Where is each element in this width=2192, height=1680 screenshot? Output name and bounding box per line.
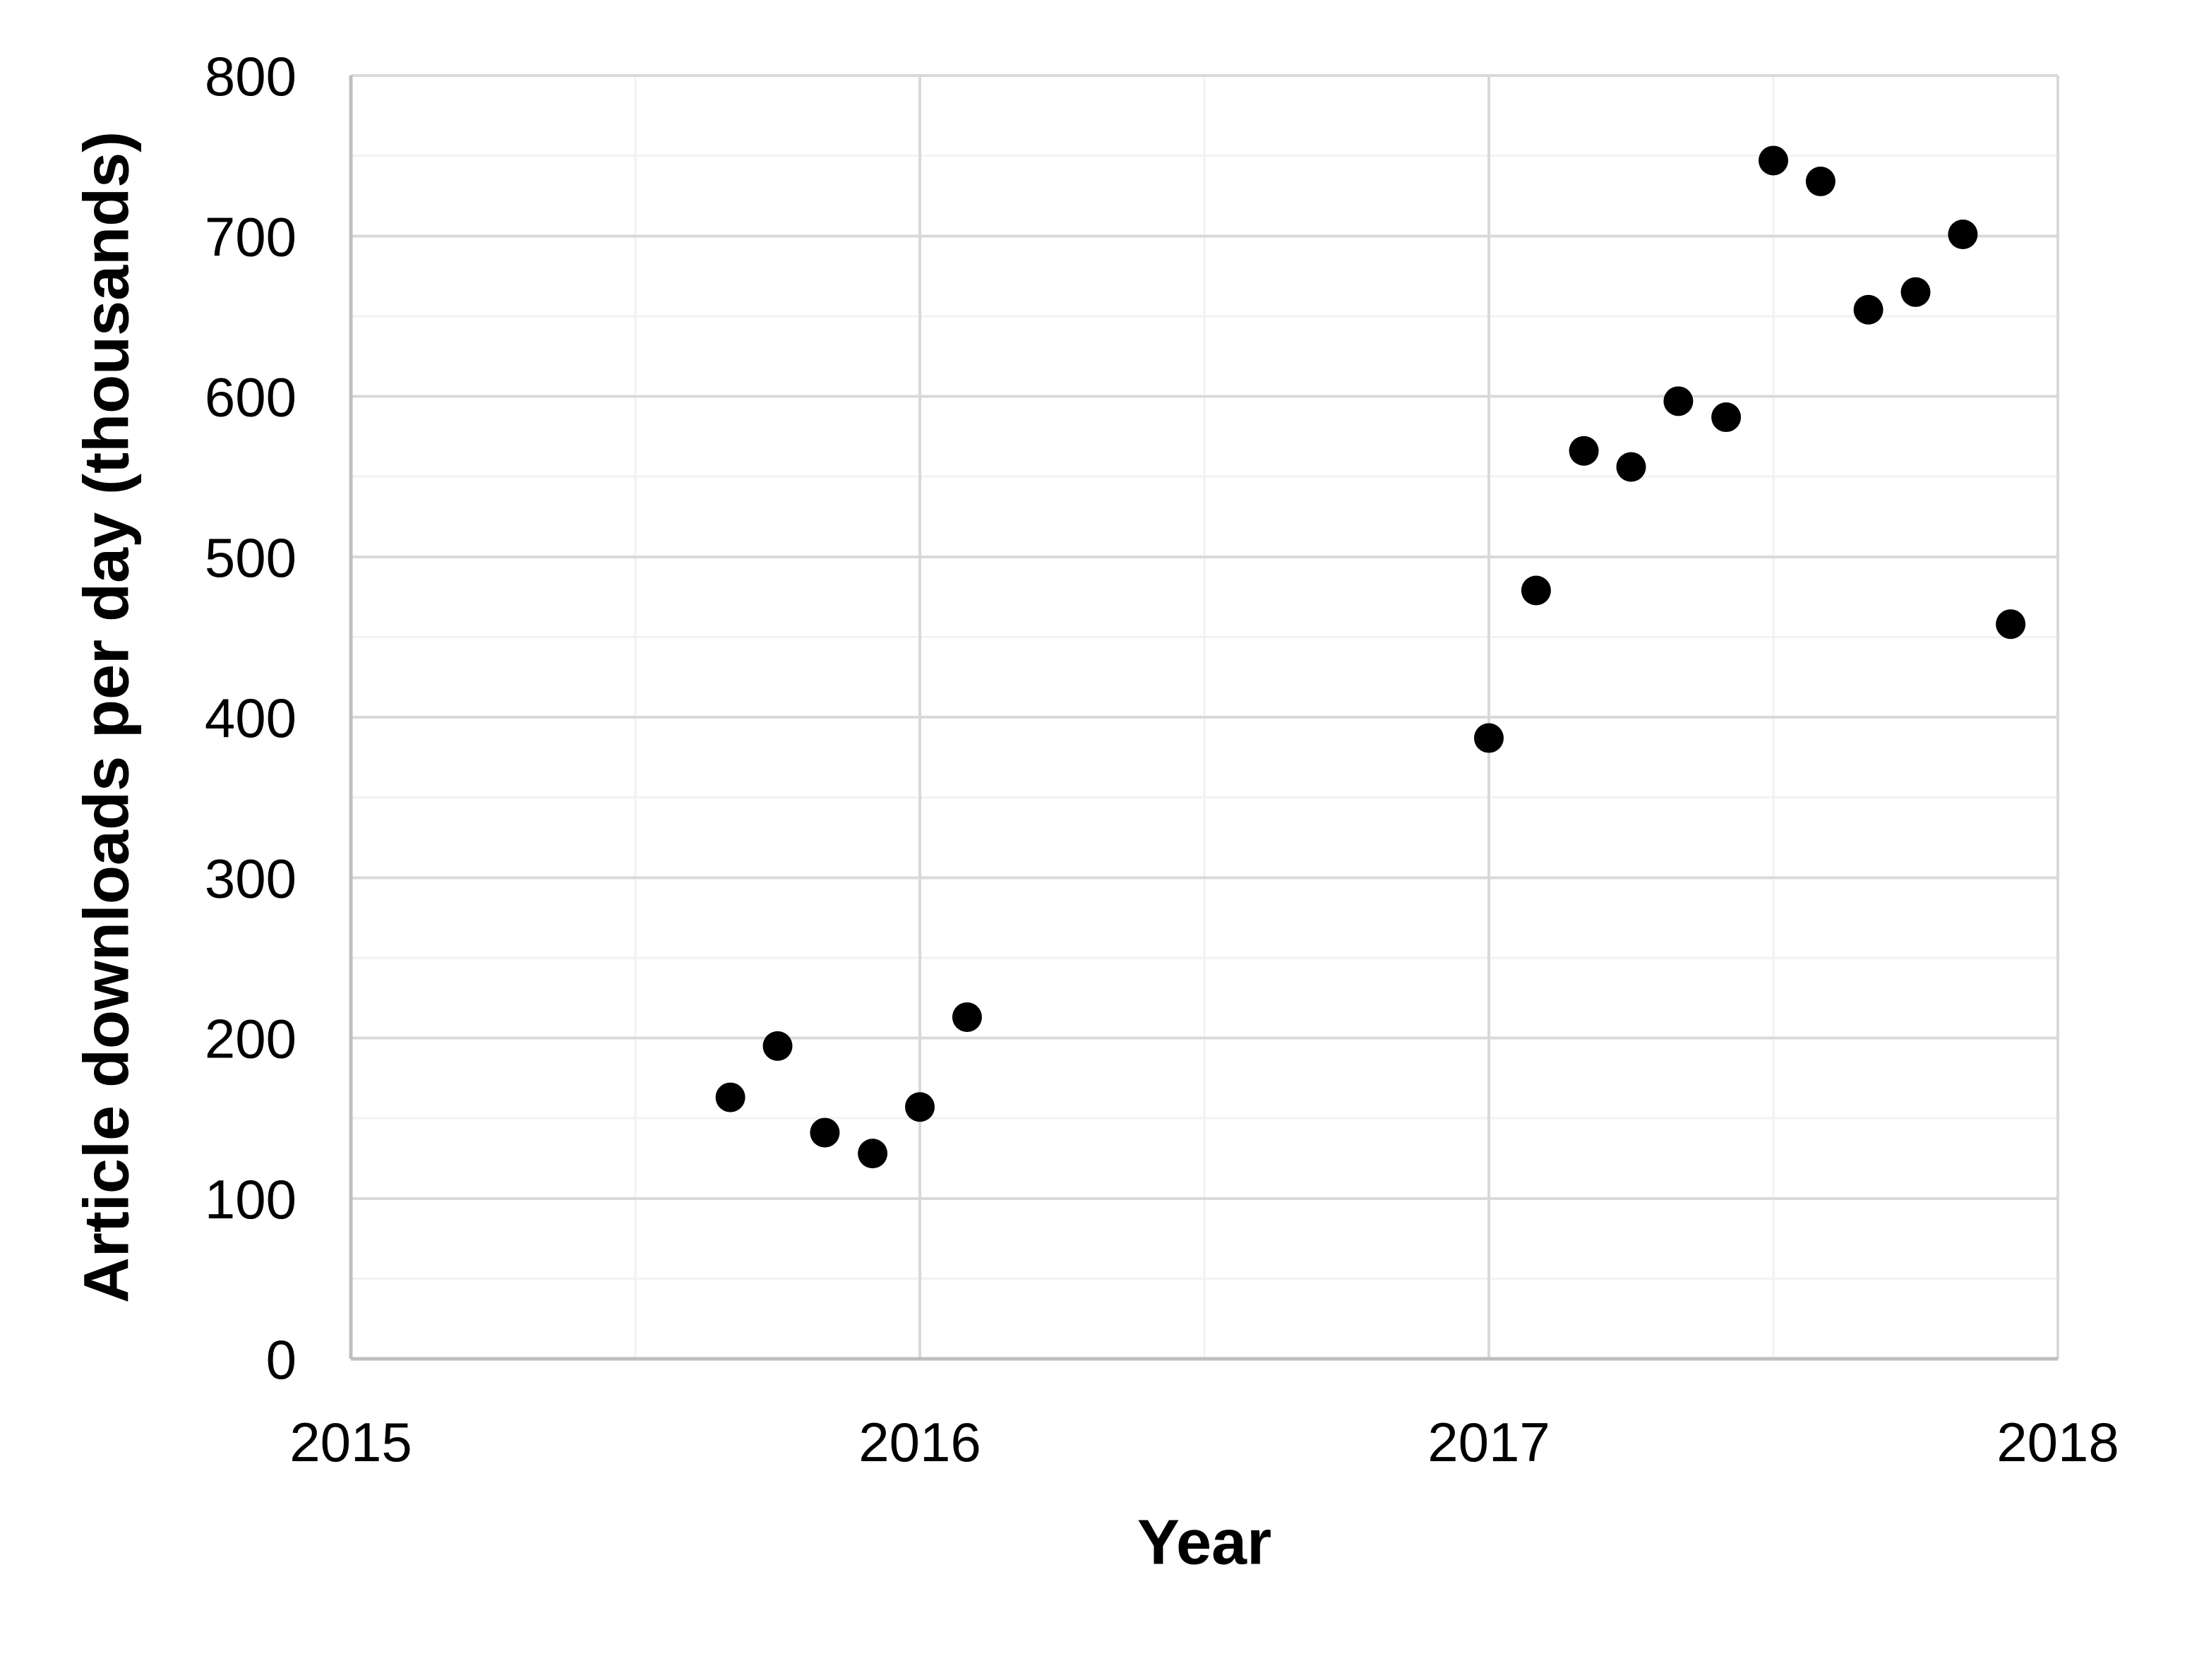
y-tick-label: 300 bbox=[205, 847, 297, 909]
x-tick-label: 2016 bbox=[858, 1411, 981, 1473]
y-tick-label: 200 bbox=[205, 1008, 297, 1070]
y-tick-label: 600 bbox=[205, 366, 297, 428]
y-tick-label: 400 bbox=[205, 687, 297, 749]
data-point bbox=[1711, 402, 1742, 433]
data-point bbox=[1474, 723, 1504, 753]
y-tick-label: 100 bbox=[205, 1168, 297, 1230]
data-point bbox=[858, 1139, 888, 1169]
data-point bbox=[952, 1002, 982, 1032]
x-tick-label: 2017 bbox=[1427, 1411, 1550, 1473]
data-point bbox=[1569, 436, 1599, 466]
x-tick-label: 2015 bbox=[289, 1411, 412, 1473]
data-point bbox=[1521, 575, 1551, 606]
data-point bbox=[1616, 452, 1646, 482]
data-point bbox=[1759, 145, 1788, 176]
data-point bbox=[1805, 166, 1835, 196]
data-point bbox=[1948, 219, 1978, 249]
x-axis-title: Year bbox=[1137, 1507, 1272, 1578]
x-tick-label: 2018 bbox=[1996, 1411, 2119, 1473]
data-point bbox=[762, 1031, 793, 1061]
data-point bbox=[1663, 386, 1694, 416]
y-axis-title: Article downloads per day (thousands) bbox=[71, 131, 143, 1304]
data-point bbox=[715, 1082, 745, 1112]
data-point bbox=[905, 1092, 935, 1122]
data-point bbox=[1996, 609, 2026, 640]
y-tick-label: 800 bbox=[205, 45, 297, 107]
data-point bbox=[1900, 277, 1931, 307]
data-point bbox=[810, 1117, 840, 1148]
data-point bbox=[1853, 294, 1883, 325]
y-tick-label: 500 bbox=[205, 527, 297, 589]
y-tick-label: 0 bbox=[266, 1328, 297, 1391]
y-tick-label: 700 bbox=[205, 205, 297, 268]
